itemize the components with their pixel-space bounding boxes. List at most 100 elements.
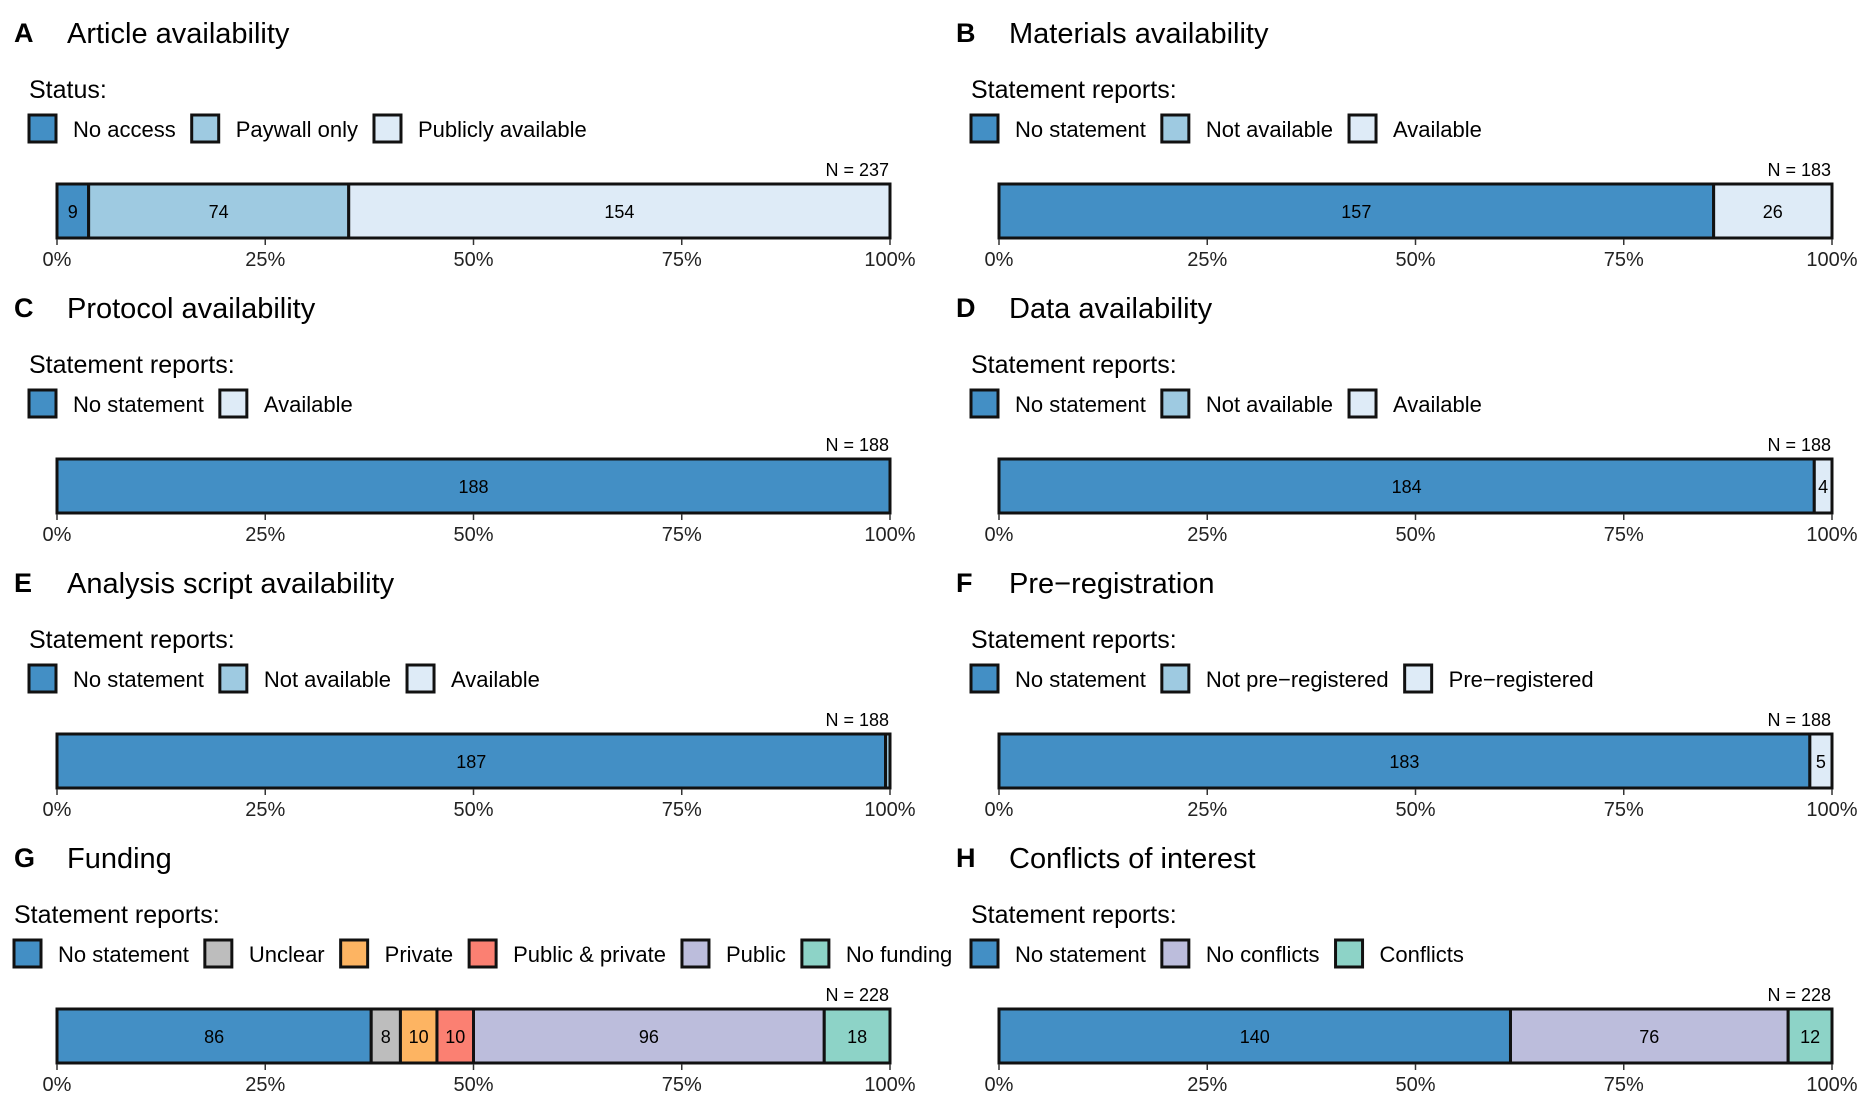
x-tick-label: 0% <box>43 1074 72 1096</box>
x-tick-label: 75% <box>1604 799 1644 821</box>
legend-item: No statement <box>12 938 189 969</box>
legend-label: Public <box>726 942 786 967</box>
legend-swatch <box>969 113 1000 144</box>
legend-item: Private <box>339 938 453 969</box>
legend-label: Available <box>1393 117 1482 142</box>
legend-item: No statement <box>969 388 1146 419</box>
panel-f: F Pre−registration Statement reports: No st… <box>956 568 1858 821</box>
legend-swatch <box>12 938 43 969</box>
legend-swatch <box>969 663 1000 694</box>
stacked-bar: 86 8 10 10 96 18 <box>55 1007 892 1065</box>
legend-label: Paywall only <box>236 117 358 142</box>
legend-item: No statement <box>27 388 204 419</box>
panel-title: Analysis script availability <box>67 568 395 600</box>
x-axis: 0% 25% 50% 75% 100% <box>43 514 916 546</box>
legend: No statement Not available Available <box>969 113 1482 144</box>
x-axis: 0% 25% 50% 75% 100% <box>985 1064 1858 1096</box>
bar-value-label: 4 <box>1818 477 1828 497</box>
x-tick-label: 25% <box>1187 799 1227 821</box>
x-tick-label: 50% <box>1395 799 1435 821</box>
bar-segment <box>1812 457 1834 515</box>
legend-item: Available <box>1347 113 1482 144</box>
bar-segment <box>997 732 1812 790</box>
x-tick-label: 0% <box>985 524 1014 546</box>
bar-segment <box>472 1007 826 1065</box>
bar-segment <box>87 182 351 240</box>
legend-swatch <box>339 938 370 969</box>
legend-title: Statement reports: <box>29 351 235 379</box>
bar-segment <box>398 1007 439 1065</box>
stacked-bar: 157 26 <box>997 182 1834 240</box>
legend-title: Statement reports: <box>971 351 1177 379</box>
panel-title: Funding <box>67 843 172 875</box>
legend-label: No conflicts <box>1206 942 1320 967</box>
panel-title: Conflicts of interest <box>1009 843 1256 875</box>
bar-segment <box>347 182 892 240</box>
bar-value-label: 96 <box>639 1027 659 1047</box>
legend-label: Public & private <box>513 942 666 967</box>
x-tick-label: 75% <box>662 799 702 821</box>
legend-label: No statement <box>1015 392 1146 417</box>
bar-value-label: 154 <box>604 202 634 222</box>
panel-g: G Funding Statement reports: No statement Un… <box>12 843 952 1096</box>
x-tick-label: 50% <box>1395 1074 1435 1096</box>
x-tick-label: 50% <box>1395 249 1435 271</box>
x-tick-label: 50% <box>453 799 493 821</box>
legend-item: Not available <box>1160 388 1333 419</box>
legend-item: Available <box>1347 388 1482 419</box>
x-tick-label: 50% <box>1395 524 1435 546</box>
n-label: N = 228 <box>825 985 889 1005</box>
legend-label: No statement <box>73 392 204 417</box>
x-axis: 0% 25% 50% 75% 100% <box>985 239 1858 271</box>
stacked-bar: 184 4 <box>997 457 1834 515</box>
x-tick-label: 25% <box>245 524 285 546</box>
legend-swatch <box>218 663 249 694</box>
bar-value-label: 76 <box>1639 1027 1659 1047</box>
legend-item: Publicly available <box>372 113 587 144</box>
legend-swatch <box>405 663 436 694</box>
legend: No access Paywall only Publicly available <box>27 113 587 144</box>
legend-label: Available <box>264 392 353 417</box>
bar-segment <box>55 182 91 240</box>
legend-label: No statement <box>1015 667 1146 692</box>
legend-label: Pre−registered <box>1449 667 1594 692</box>
x-tick-label: 100% <box>864 799 915 821</box>
panel-letter: H <box>956 843 976 873</box>
x-tick-label: 75% <box>1604 249 1644 271</box>
stacked-bar: 9 74 154 <box>55 182 892 240</box>
panel-title: Protocol availability <box>67 293 316 325</box>
panel-letter: E <box>14 568 32 598</box>
x-tick-label: 75% <box>1604 1074 1644 1096</box>
legend-swatch <box>27 113 58 144</box>
panel-c: C Protocol availability Statement reports:… <box>14 293 916 546</box>
legend-swatch <box>190 113 221 144</box>
panel-d: D Data availability Statement reports: No s… <box>956 293 1858 546</box>
legend-label: Not available <box>1206 392 1333 417</box>
legend-swatch <box>372 113 403 144</box>
n-label: N = 237 <box>825 160 889 180</box>
bar-value-label: 157 <box>1341 202 1371 222</box>
x-tick-label: 100% <box>1806 799 1857 821</box>
panel-letter: A <box>14 18 34 48</box>
stacked-bar: 140 76 12 <box>997 1007 1834 1065</box>
n-label: N = 183 <box>1767 160 1831 180</box>
panel-letter: G <box>14 843 35 873</box>
bar-value-label: 10 <box>445 1027 465 1047</box>
x-tick-label: 0% <box>985 1074 1014 1096</box>
legend-item: Unclear <box>203 938 325 969</box>
x-tick-label: 50% <box>453 249 493 271</box>
bar-value-label: 9 <box>68 202 78 222</box>
legend: No statement No conflicts Conflicts <box>969 938 1464 969</box>
legend-swatch <box>1347 388 1378 419</box>
x-tick-label: 0% <box>43 799 72 821</box>
x-tick-label: 25% <box>245 249 285 271</box>
legend-label: Not pre−registered <box>1206 667 1389 692</box>
legend-item: Paywall only <box>190 113 358 144</box>
panel-letter: B <box>956 18 976 48</box>
legend-label: Publicly available <box>418 117 587 142</box>
bar-value-label: 10 <box>409 1027 429 1047</box>
panel-title: Data availability <box>1009 293 1213 325</box>
x-tick-label: 100% <box>1806 524 1857 546</box>
legend-swatch <box>218 388 249 419</box>
